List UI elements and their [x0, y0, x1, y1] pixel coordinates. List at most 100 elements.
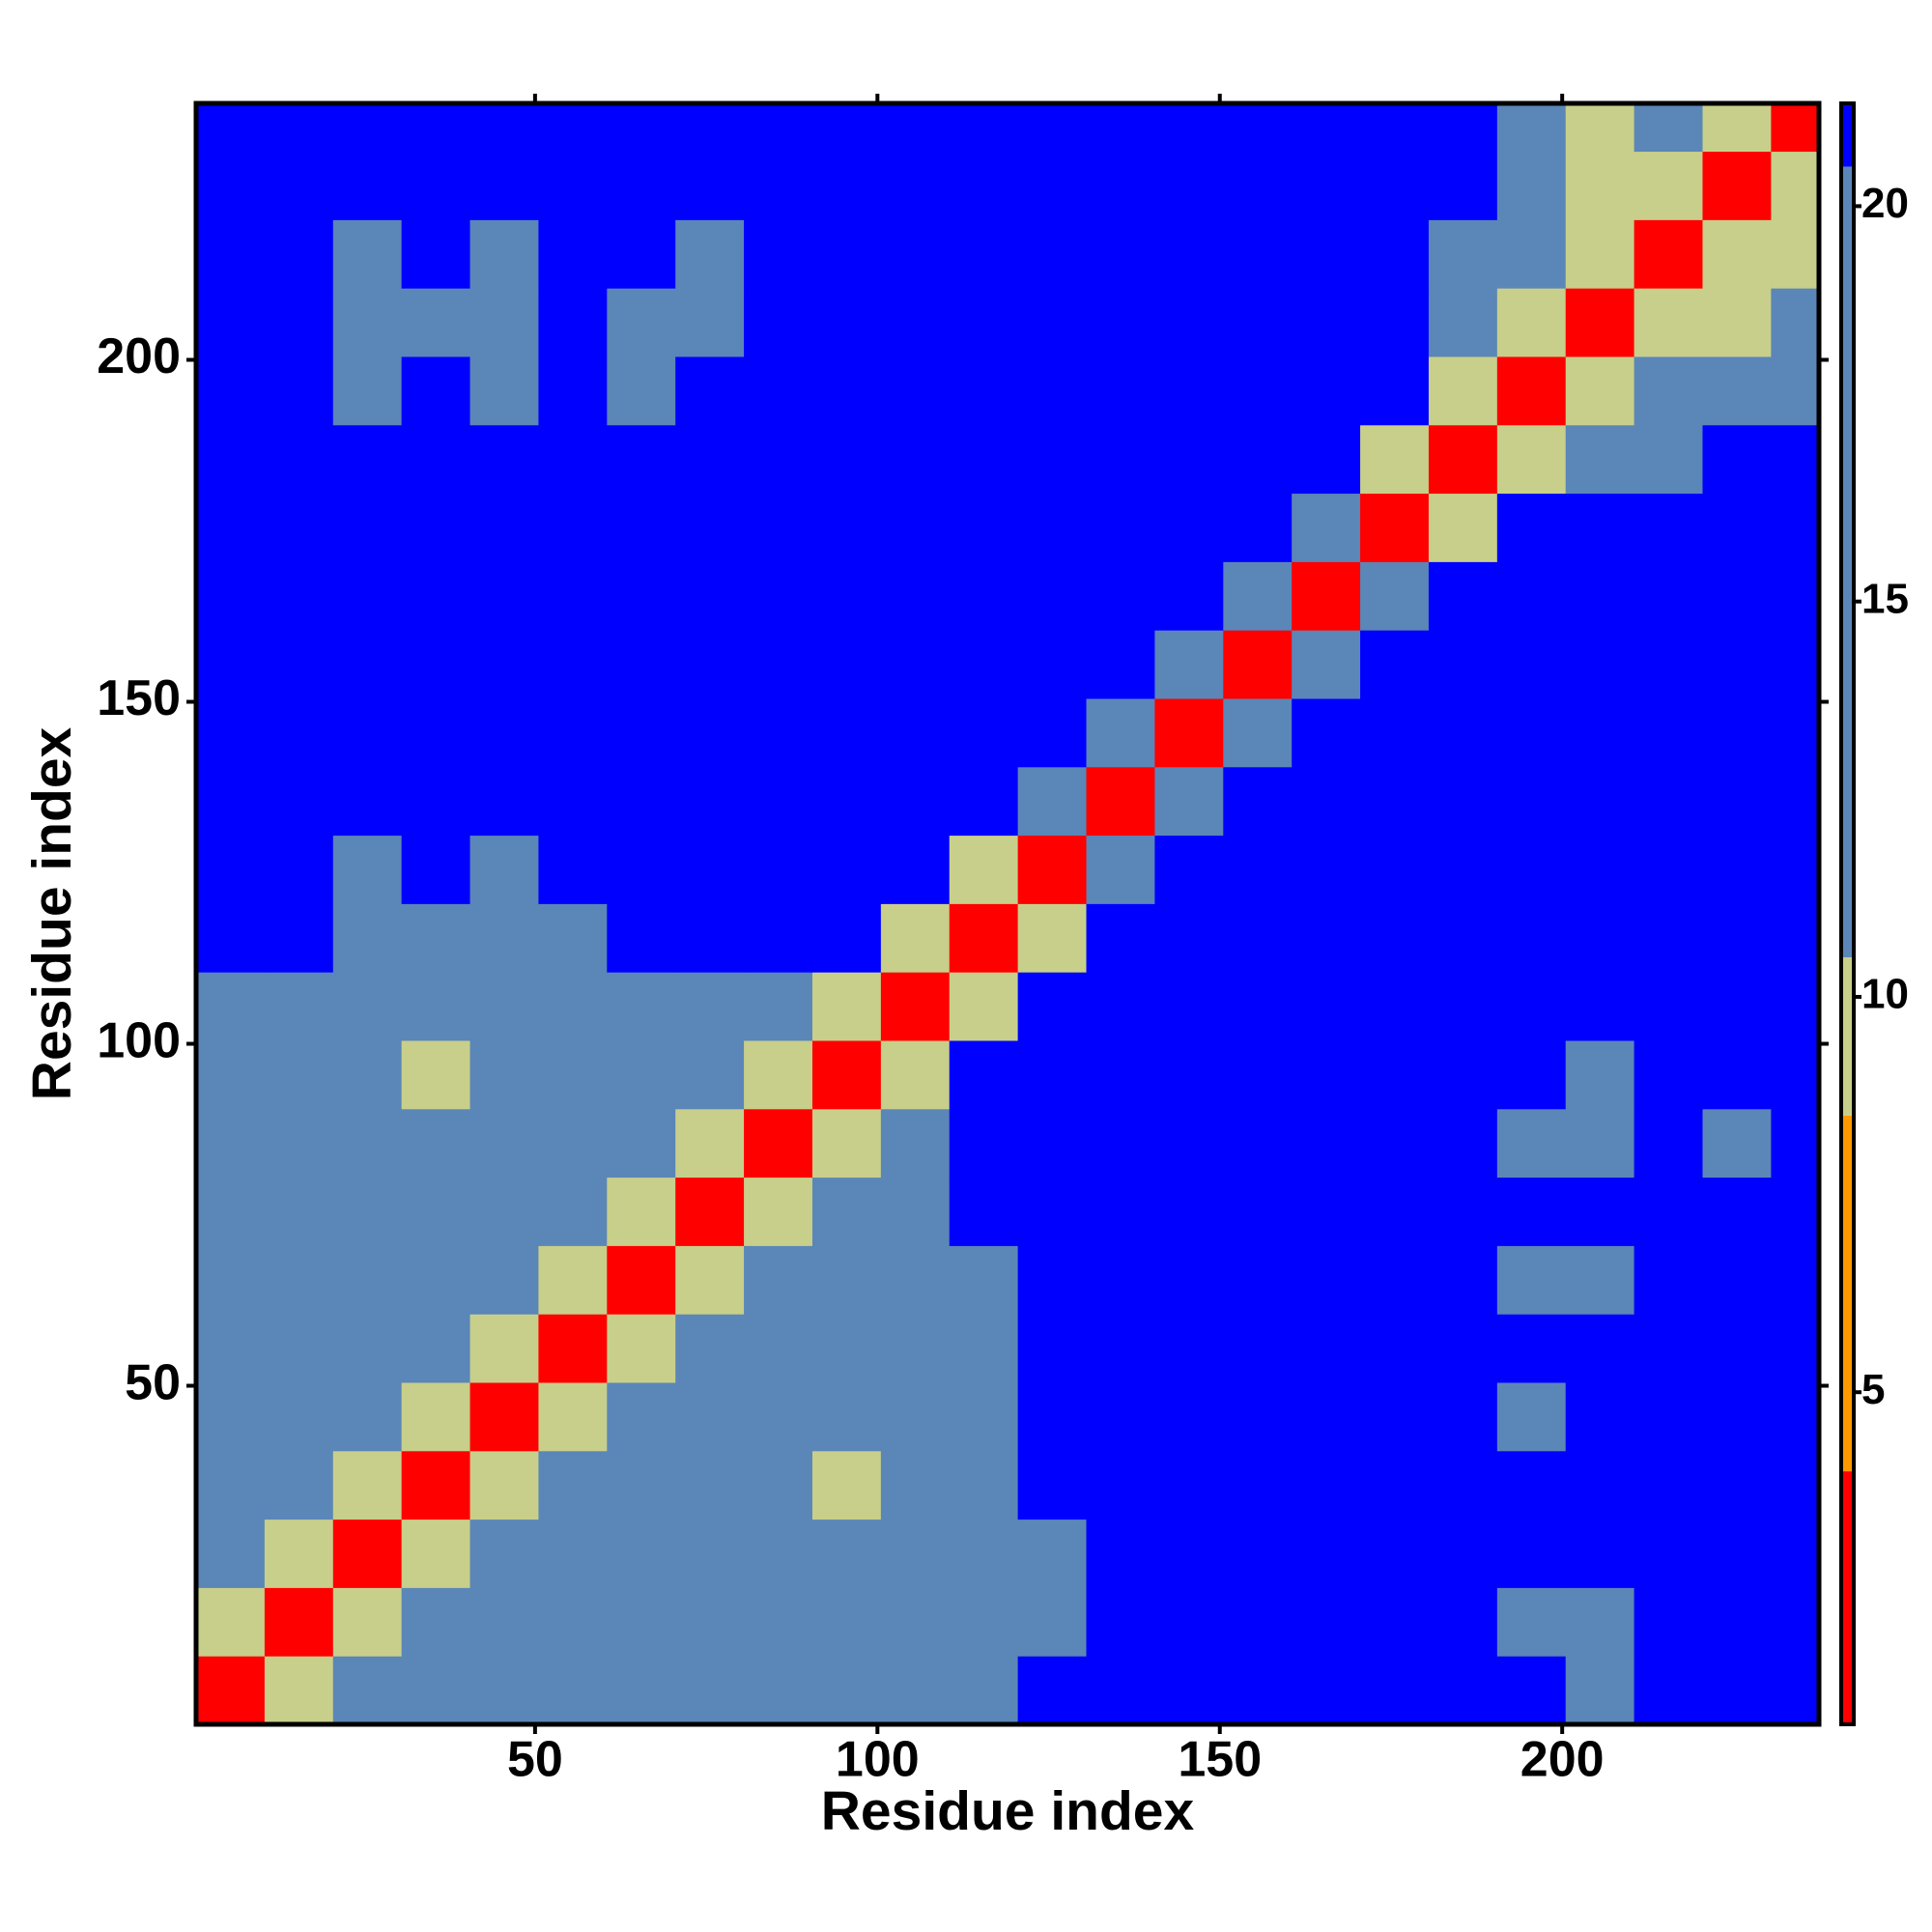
heatmap-cell	[811, 630, 882, 699]
heatmap-cell	[196, 493, 266, 562]
heatmap-cell	[675, 1177, 745, 1246]
plot-frame	[193, 100, 1822, 1727]
heatmap-cell	[196, 219, 266, 289]
heatmap-cell	[1634, 835, 1703, 904]
heatmap-cell	[469, 1245, 539, 1315]
heatmap-cell	[1086, 697, 1155, 768]
heatmap-cell	[1428, 1587, 1498, 1657]
heatmap-cell	[1360, 493, 1430, 562]
heatmap-cell	[264, 835, 334, 904]
heatmap-cell	[1634, 766, 1703, 837]
heatmap-cell	[401, 424, 471, 495]
heatmap-cell	[675, 219, 745, 289]
heatmap-cell	[1565, 1245, 1635, 1315]
heatmap-cell	[264, 766, 334, 837]
heatmap-cell	[332, 1587, 403, 1657]
heatmap-cell	[744, 1245, 813, 1315]
heatmap-cell	[1496, 1108, 1567, 1179]
heatmap-cell	[264, 1314, 334, 1383]
heatmap-cell	[401, 1587, 471, 1657]
heatmap-cell	[1223, 1381, 1293, 1452]
heatmap-cell	[811, 835, 882, 904]
heatmap-cell	[949, 630, 1019, 699]
heatmap-cell	[811, 1381, 882, 1452]
heatmap-cell	[811, 1108, 882, 1179]
heatmap-cell	[1154, 1108, 1224, 1179]
heatmap-cell	[1702, 355, 1772, 426]
heatmap-cell	[1634, 1039, 1703, 1110]
heatmap-cell	[675, 355, 745, 426]
heatmap-cell	[332, 1108, 403, 1179]
heatmap-cell	[1634, 219, 1703, 289]
heatmap-cell	[538, 1314, 608, 1383]
heatmap-cell	[1428, 493, 1498, 562]
heatmap-cell	[1086, 103, 1155, 153]
heatmap-cell	[1565, 630, 1635, 699]
heatmap-cell	[949, 1245, 1019, 1315]
heatmap-cell	[1634, 1450, 1703, 1520]
heatmap-cell	[1428, 1177, 1498, 1246]
heatmap-cell	[744, 1656, 813, 1725]
heatmap-cell	[811, 151, 882, 220]
heatmap-cell	[401, 630, 471, 699]
heatmap-cell	[811, 1519, 882, 1588]
heatmap-cell	[1017, 1245, 1088, 1315]
heatmap-cell	[332, 1381, 403, 1452]
heatmap-cell	[1496, 355, 1567, 426]
heatmap-cell	[1086, 493, 1155, 562]
heatmap-cell	[880, 151, 951, 220]
heatmap-cell	[1565, 1314, 1635, 1383]
heatmap-cell	[196, 355, 266, 426]
heatmap-cell	[880, 697, 951, 768]
heatmap-cell	[1086, 355, 1155, 426]
heatmap-cell	[1017, 630, 1088, 699]
heatmap-cell	[1634, 1314, 1703, 1383]
heatmap-cell	[1702, 1314, 1772, 1383]
heatmap-cell	[469, 766, 539, 837]
heatmap-cell	[401, 288, 471, 357]
heatmap-cell	[1086, 1039, 1155, 1110]
heatmap-cell	[538, 903, 608, 973]
heatmap-cell	[1702, 1587, 1772, 1657]
heatmap-cell	[1360, 1108, 1430, 1179]
heatmap-cell	[744, 1381, 813, 1452]
heatmap-cell	[1428, 288, 1498, 357]
heatmap-cell	[196, 697, 266, 768]
heatmap-cell	[1771, 903, 1820, 973]
heatmap-cell	[264, 630, 334, 699]
heatmap-cell	[1428, 219, 1498, 289]
colorbar-frame	[1839, 101, 1856, 1726]
heatmap-cell	[949, 1450, 1019, 1520]
heatmap-cell	[880, 630, 951, 699]
heatmap-cell	[1634, 1587, 1703, 1657]
heatmap-cell	[744, 424, 813, 495]
heatmap-cell	[469, 493, 539, 562]
heatmap-cell	[811, 288, 882, 357]
heatmap-cell	[196, 630, 266, 699]
heatmap-cell	[332, 561, 403, 631]
heatmap-cell	[401, 1108, 471, 1179]
heatmap-cell	[744, 1108, 813, 1179]
heatmap-cell	[1154, 1519, 1224, 1588]
heatmap-cell	[196, 972, 266, 1041]
heatmap-cell	[1634, 103, 1703, 153]
heatmap-cell	[1154, 288, 1224, 357]
heatmap-cell	[880, 1519, 951, 1588]
heatmap-cell	[1565, 903, 1635, 973]
heatmap-cell	[1223, 103, 1293, 153]
heatmap-cell	[1154, 103, 1224, 153]
heatmap-cell	[332, 972, 403, 1041]
heatmap-cell	[264, 103, 334, 153]
heatmap-cell	[332, 1039, 403, 1110]
heatmap-cell	[744, 1177, 813, 1246]
heatmap-cell	[1154, 1177, 1224, 1246]
x-tick-label: 150	[1178, 1732, 1262, 1788]
heatmap-cell	[1428, 972, 1498, 1041]
heatmap-cell	[1702, 1519, 1772, 1588]
heatmap-cell	[469, 1656, 539, 1725]
heatmap-cell	[401, 1656, 471, 1725]
heatmap-cell	[949, 1177, 1019, 1246]
heatmap-cell	[538, 424, 608, 495]
heatmap-cell	[332, 1656, 403, 1725]
heatmap-cell	[607, 219, 676, 289]
